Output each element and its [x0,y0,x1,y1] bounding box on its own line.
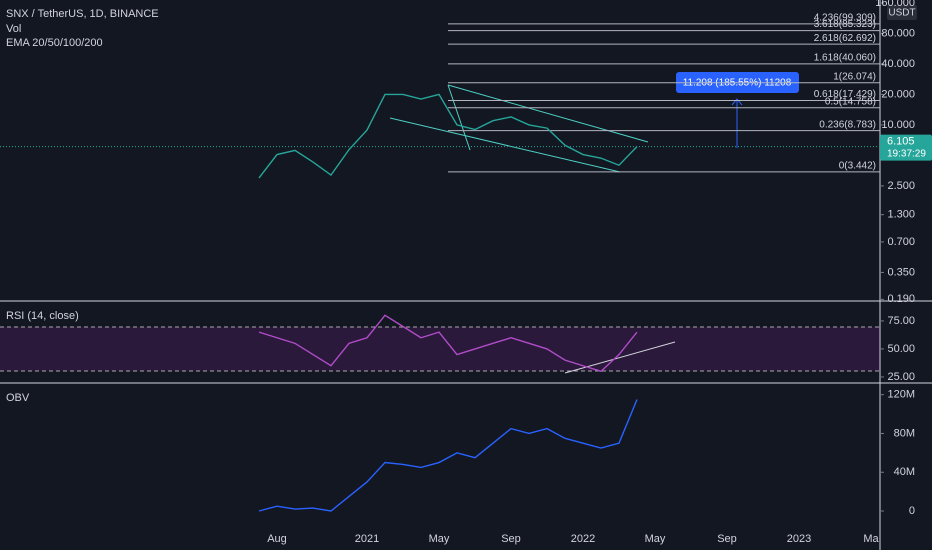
x-tick-label: May [645,533,666,545]
y-tick-label: 160.000 [875,0,915,9]
countdown: 19:37:29 [887,148,926,159]
fib-label: 0.236(8.783) [819,119,876,130]
x-tick-label: Sep [501,533,521,545]
x-tick-label: Sep [717,533,737,545]
y-tick-label: 25.00 [887,371,915,383]
y-tick-label: 0 [909,505,915,517]
chart-title: SNX / TetherUS, 1D, BINANCE [6,8,159,20]
trendline [447,84,471,151]
currency-box [887,5,917,20]
y-tick-label: 20.000 [881,88,915,100]
series-line [258,399,638,512]
y-tick-label: 50.00 [887,343,915,355]
fib-label: 0.5(14.758) [825,96,876,107]
indicator-label: EMA 20/50/100/200 [6,37,103,49]
x-tick-label: Ma [863,533,879,545]
y-tick-label: 120M [887,389,915,401]
last-price-box [880,134,932,161]
y-tick-label: 80.000 [881,27,915,39]
trendline [447,84,649,143]
y-tick-label: 1.300 [887,209,915,221]
y-tick-label: 80M [894,427,915,439]
fib-label: 2.618(62.692) [814,33,876,44]
y-tick-label: 75.00 [887,315,915,327]
fib-label: 4.236(99.309) [814,13,876,24]
y-tick-label: 10.000 [881,119,915,131]
fib-label: 0.618(17.429) [814,89,876,100]
pane-title: RSI (14, close) [6,310,79,322]
y-tick-label: 0.190 [887,293,915,305]
currency: USDT [888,8,915,19]
fib-label: 1.618(40.060) [814,52,876,63]
y-tick-label: 0.700 [887,236,915,248]
x-tick-label: 2021 [355,533,379,545]
x-tick-label: 2022 [571,533,595,545]
x-tick-label: Aug [267,533,287,545]
y-tick-label: 0.350 [887,266,915,278]
pane-title: OBV [6,392,30,404]
trendline [389,117,621,173]
fib-label: 1(26.074) [833,71,876,82]
measure-arrowhead [731,98,743,106]
x-tick-label: 2023 [787,533,811,545]
series-line [258,93,638,179]
series-line [258,314,638,373]
rsi-trendline [564,341,676,374]
x-tick-label: May [429,533,450,545]
indicator-label: Vol [6,23,21,35]
y-tick-label: 2.500 [887,180,915,192]
fib-label: 0(3.442) [839,160,876,171]
last-price: 6.105 [887,136,915,148]
fib-label: 3.618(85.323) [814,19,876,30]
y-tick-label: 40.000 [881,58,915,70]
y-tick-label: 40M [894,466,915,478]
